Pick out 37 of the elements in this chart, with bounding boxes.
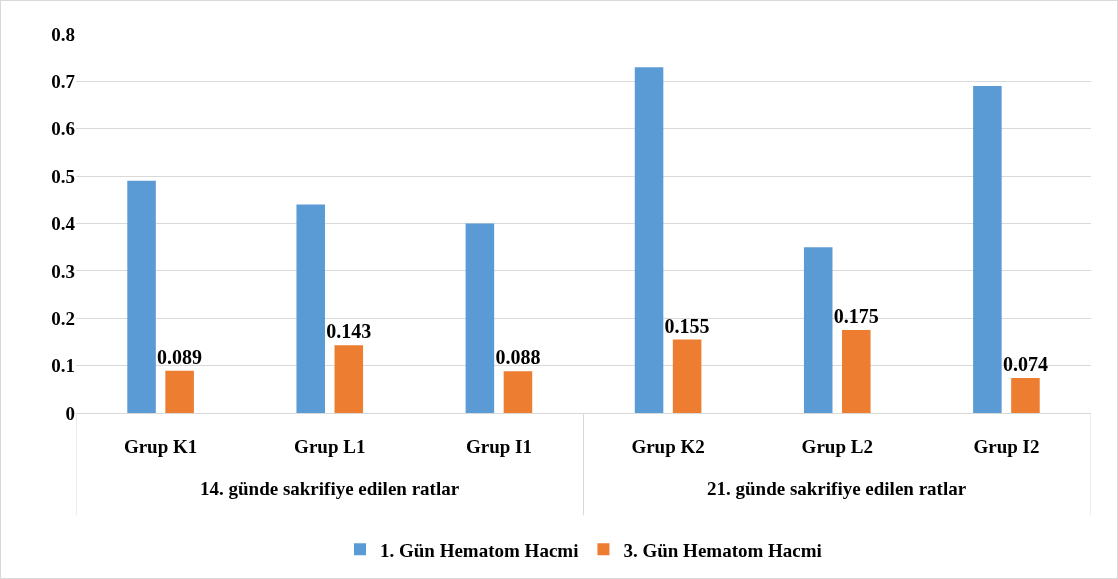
bar bbox=[296, 204, 325, 413]
bar bbox=[334, 345, 364, 413]
bar bbox=[973, 86, 1002, 413]
bar bbox=[672, 339, 702, 413]
x-tick-label: Grup K2 bbox=[631, 435, 705, 457]
y-tick-label: 0.8 bbox=[51, 23, 75, 45]
y-tick-label: 0.7 bbox=[51, 71, 76, 93]
text: 21. günde sakrifiye edilen ratlar bbox=[707, 478, 967, 499]
data-label: 0.175 bbox=[833, 305, 879, 328]
data-label: 0.088 bbox=[495, 346, 541, 369]
y-tick-label: 0.2 bbox=[51, 307, 75, 329]
data-label: 0.155 bbox=[664, 314, 710, 337]
bar bbox=[842, 330, 871, 413]
x-tick-label: Grup K1 bbox=[123, 435, 198, 457]
bar bbox=[503, 371, 533, 413]
data-label: 0.089 bbox=[157, 345, 203, 368]
data-label: 0.143 bbox=[326, 320, 372, 343]
bar bbox=[465, 223, 495, 413]
y-tick-label: 0.5 bbox=[51, 165, 75, 187]
y-tick-label: 0.1 bbox=[51, 355, 75, 377]
y-tick-label: 0.3 bbox=[51, 260, 75, 282]
bar bbox=[634, 67, 664, 413]
text: 14. günde sakrifiye edilen ratlar bbox=[200, 478, 460, 499]
x-tick-label: Grup L2 bbox=[801, 435, 873, 457]
y-tick-label: 0.4 bbox=[51, 213, 76, 235]
data-label: 0.074 bbox=[1002, 352, 1048, 375]
x-tick-label: Grup I1 bbox=[465, 435, 532, 457]
bar bbox=[165, 370, 194, 413]
y-tick-label: 0 bbox=[65, 402, 75, 424]
x-tick-label: Grup I2 bbox=[973, 435, 1040, 457]
x-tick-label: Grup L1 bbox=[294, 435, 366, 457]
legend-label: 3. Gün Hematom Hacmi bbox=[623, 539, 822, 561]
bar bbox=[1011, 377, 1040, 413]
legend-label: 1. Gün Hematom Hacmi bbox=[380, 539, 579, 561]
bar bbox=[803, 247, 833, 413]
bar bbox=[127, 180, 156, 413]
y-tick-label: 0.6 bbox=[51, 118, 75, 140]
